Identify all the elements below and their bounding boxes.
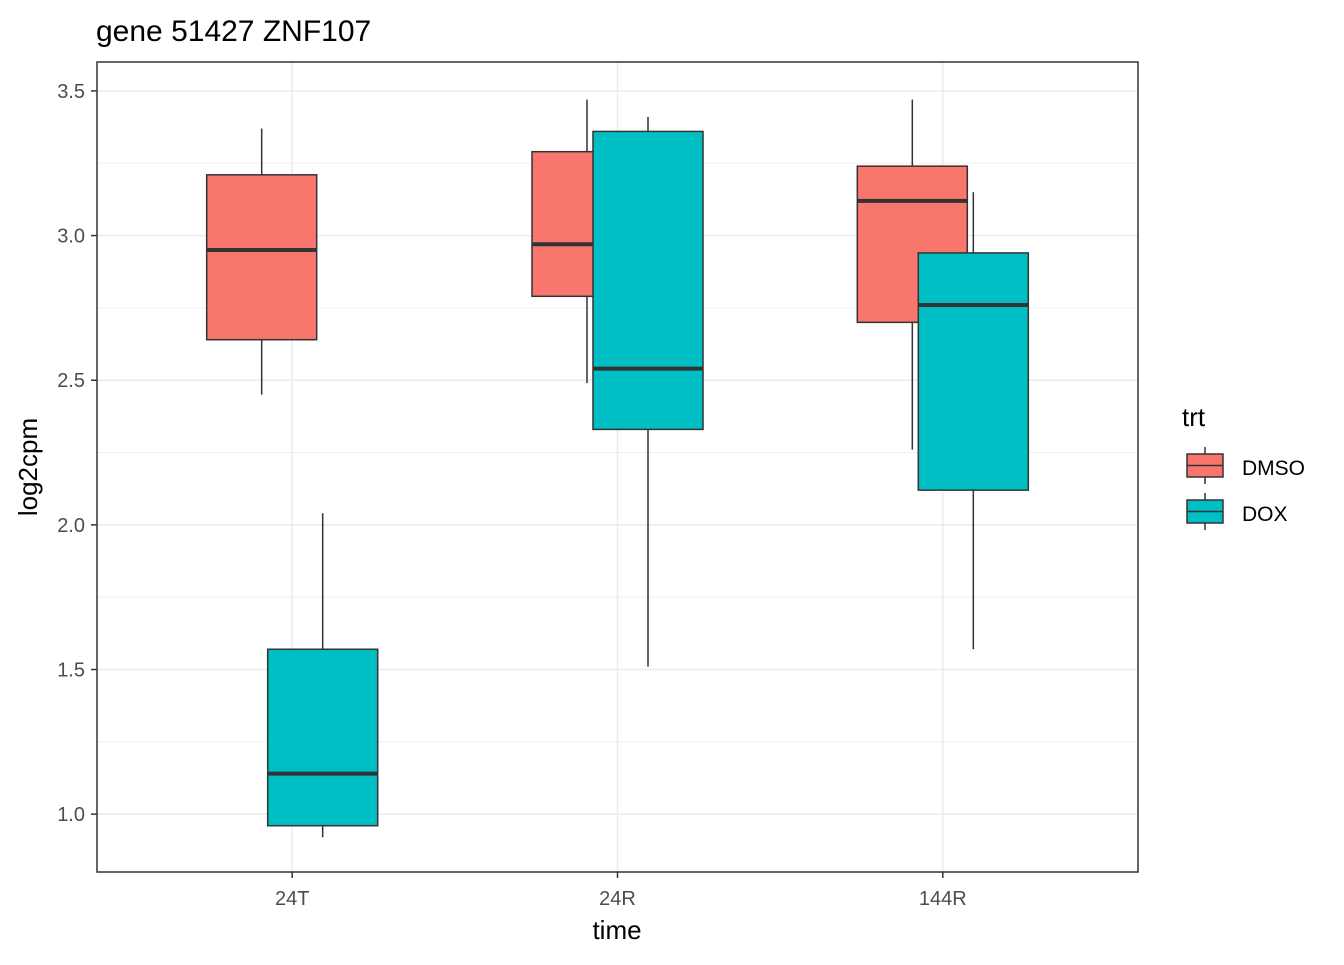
box-dmso-24t <box>205 128 318 395</box>
legend-title: trt <box>1182 402 1206 432</box>
box-dox-24r <box>592 116 704 667</box>
y-tick-label: 2.5 <box>57 370 85 392</box>
x-tick-label: 24R <box>599 888 636 910</box>
box-dox-144r <box>917 192 1030 650</box>
x-tick-label: 24T <box>275 888 309 910</box>
y-tick-label: 2.0 <box>57 515 85 537</box>
x-axis-label: time <box>592 915 641 945</box>
y-axis-label: log2cpm <box>13 418 43 516</box>
legend: trt DMSO DOX <box>1182 402 1305 530</box>
legend-label: DMSO <box>1242 457 1305 480</box>
chart-title: gene 51427 ZNF107 <box>96 15 371 48</box>
legend-item-dmso: DMSO <box>1186 447 1305 484</box>
box-dox-24t <box>266 513 379 838</box>
y-tick-label: 3.5 <box>57 81 85 103</box>
y-tick-label: 1.5 <box>57 660 85 682</box>
y-tick-label: 1.0 <box>57 804 85 826</box>
y-tick-label: 3.0 <box>57 226 85 248</box>
box-iqr <box>266 648 379 827</box>
legend-item-dox: DOX <box>1186 493 1288 530</box>
box-iqr <box>917 252 1030 491</box>
box-iqr <box>592 130 704 431</box>
x-tick-label: 144R <box>919 888 967 910</box>
legend-label: DOX <box>1242 503 1288 526</box>
box-iqr <box>205 174 318 341</box>
